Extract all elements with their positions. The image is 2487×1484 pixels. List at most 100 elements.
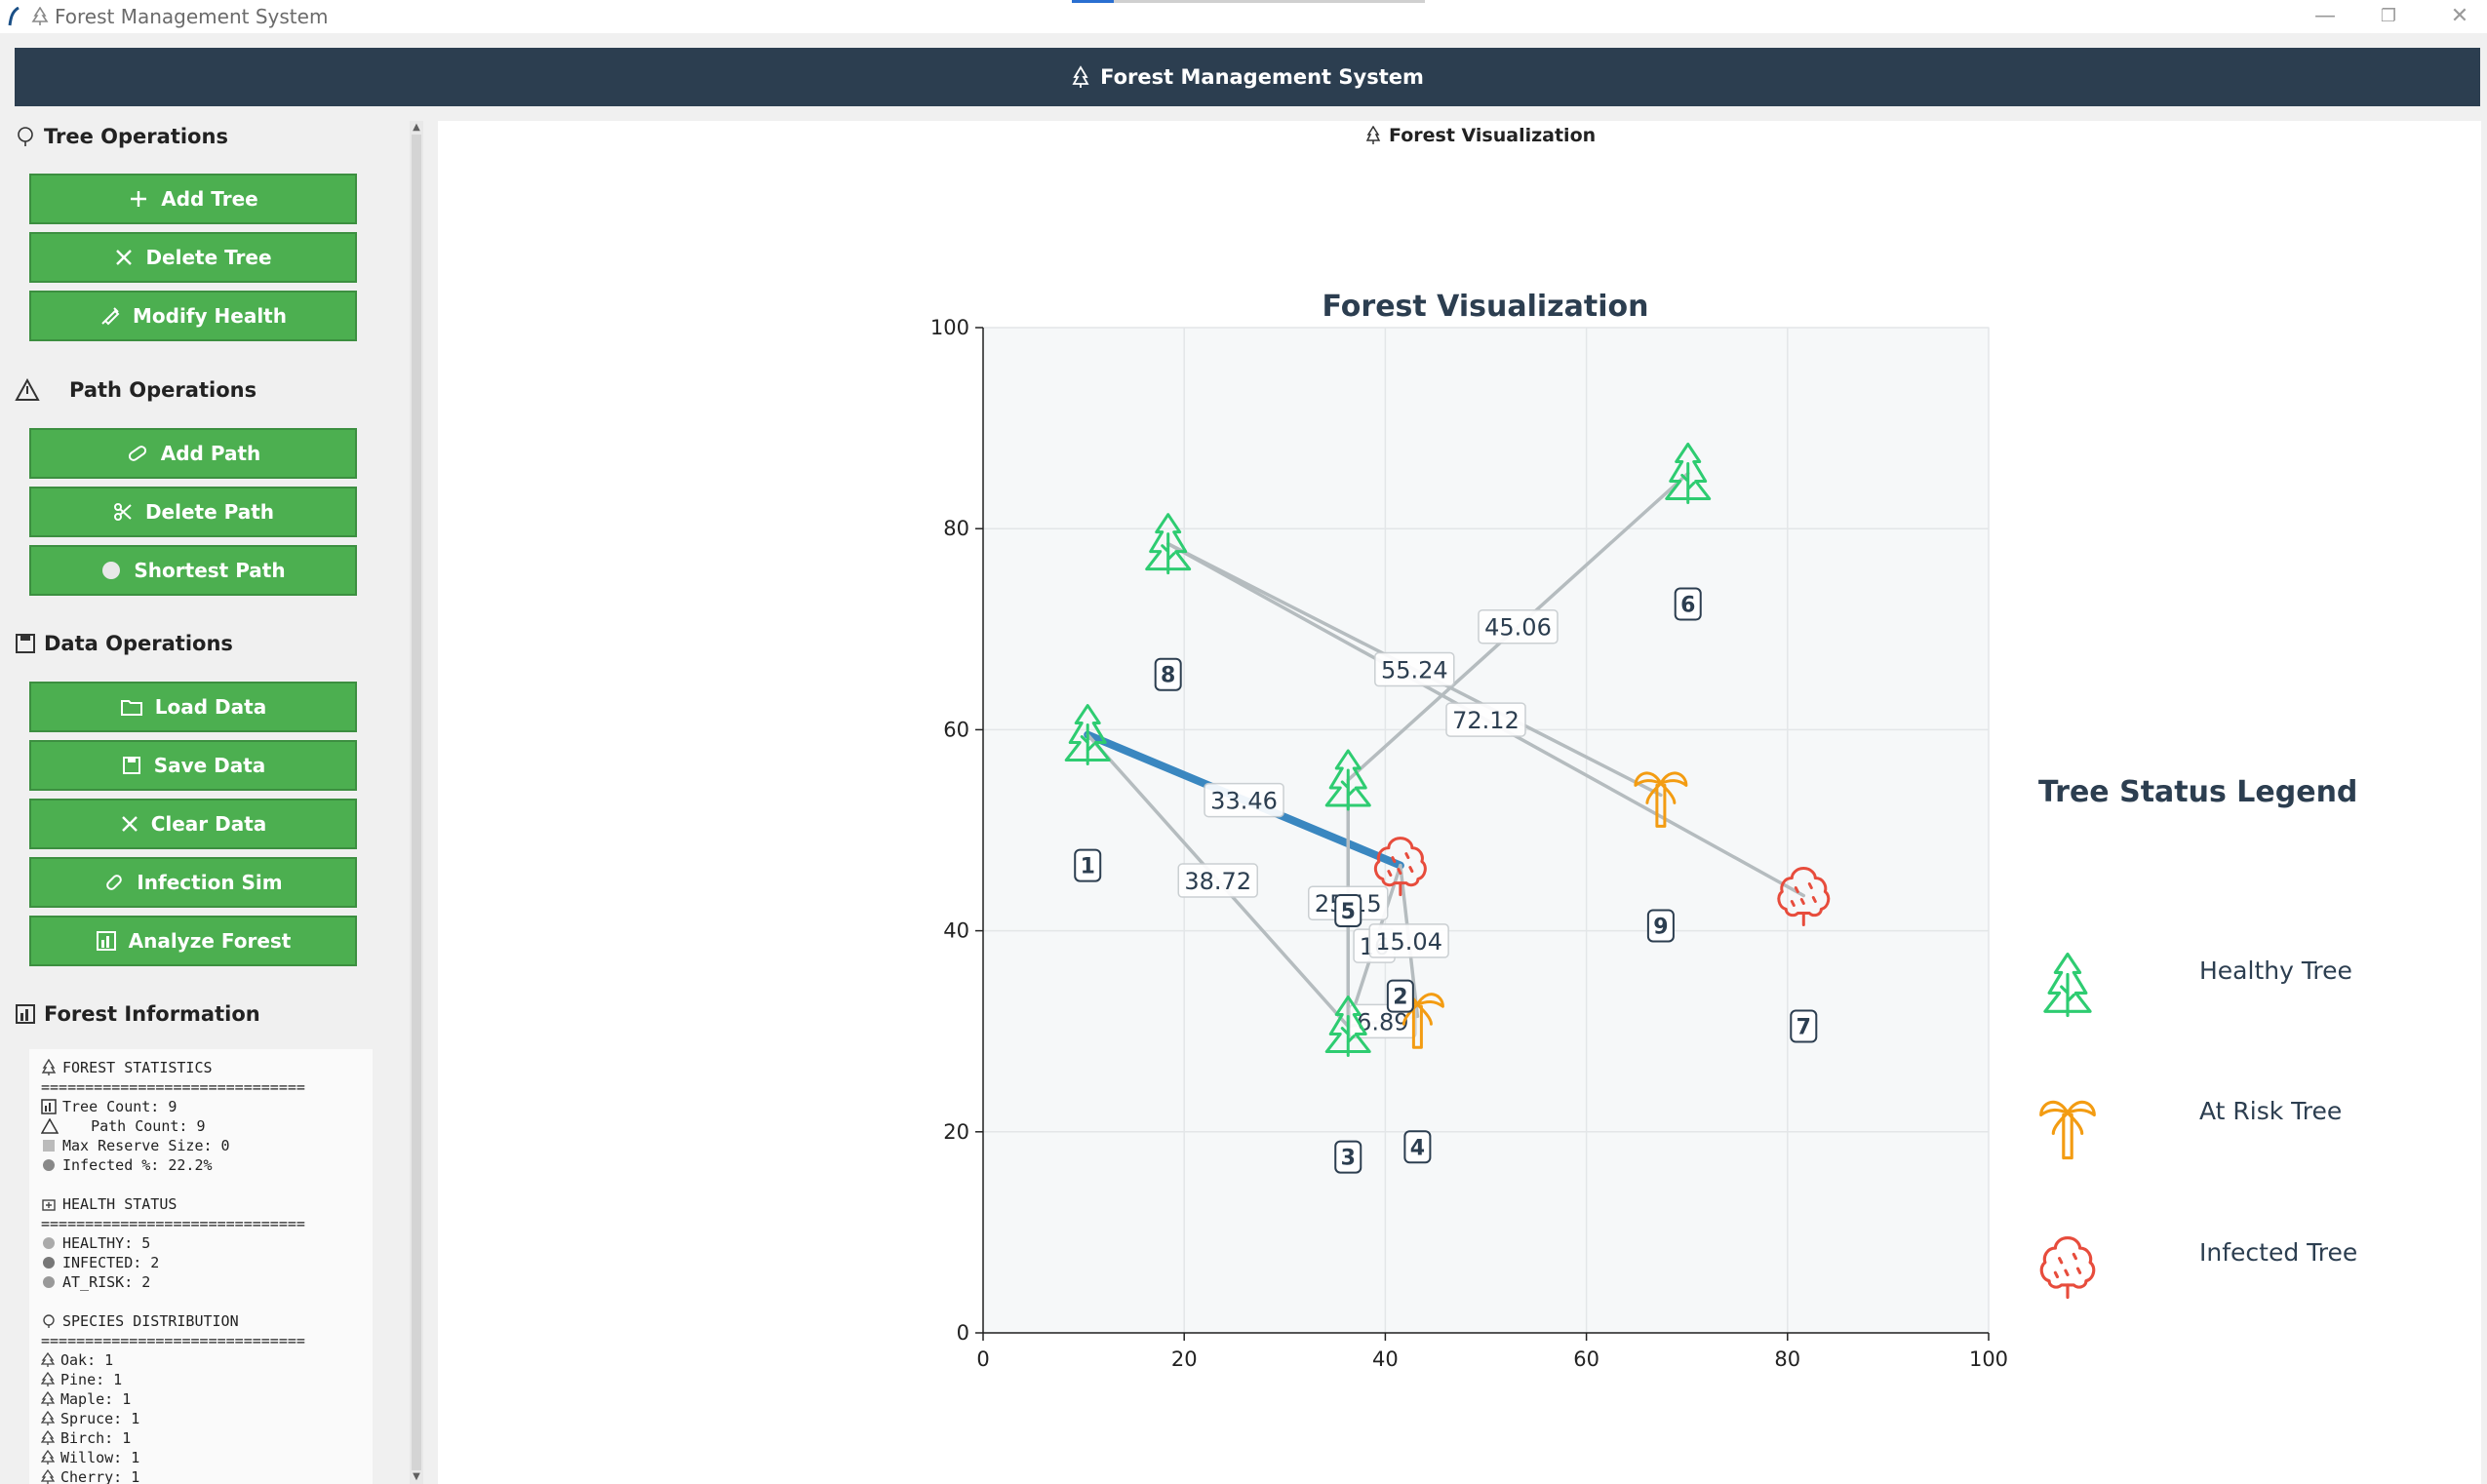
divider-text: ==============================: [41, 1078, 305, 1096]
tree-id-text: 1: [1081, 855, 1095, 879]
bar-chart-icon: [96, 931, 116, 951]
healthy-tree-icon: [2043, 952, 2092, 1018]
modify-health-button[interactable]: Modify Health: [29, 291, 357, 341]
infection-sim-button[interactable]: Infection Sim: [29, 857, 357, 908]
tree-id-label: 8: [1154, 657, 1182, 691]
path-weight-label: 15.04: [1368, 923, 1449, 958]
bar-chart-icon: [16, 1004, 35, 1024]
tree-outline-icon: [43, 1314, 55, 1328]
window-titlebar: Forest Management System — ❐ ✕: [0, 0, 2487, 33]
path-weight-text: 72.12: [1452, 707, 1520, 734]
minimize-button[interactable]: —: [2314, 4, 2336, 28]
chart-title: Forest Visualization: [1322, 290, 1649, 324]
health-heading: HEALTH STATUS: [41, 1195, 177, 1213]
section-title-forest-information: Forest Information: [15, 1002, 260, 1026]
legend-label: Healthy Tree: [2199, 957, 2352, 985]
tree-id-box: [1386, 979, 1414, 1013]
tree-icon: [1072, 65, 1089, 88]
tree-id-label: 9: [1646, 909, 1675, 943]
circle-icon: [102, 562, 121, 579]
window-title: Forest Management System: [55, 5, 329, 28]
infected-tree-icon: [2039, 1236, 2096, 1300]
delete-tree-button[interactable]: Delete Tree: [29, 232, 357, 283]
y-tick-label: 20: [943, 1120, 969, 1144]
plot-area: [982, 327, 1990, 1334]
x-tick-label: 20: [1171, 1347, 1198, 1371]
path-weight-box: [1177, 863, 1258, 898]
tree-id-box: [1674, 587, 1702, 621]
loading-progress: [1072, 0, 1425, 3]
tree-outline-icon: [18, 127, 33, 146]
tree-id-label: 2: [1386, 979, 1414, 1013]
tree-icon: [41, 1059, 57, 1075]
y-tick-label: 80: [943, 517, 969, 540]
tree-id-box: [1403, 1130, 1432, 1164]
infected-tree-icon: [1373, 837, 1427, 897]
species-heading: SPECIES DISTRIBUTION: [41, 1312, 239, 1330]
close-icon: [116, 250, 133, 265]
section-title-data-operations: Data Operations: [15, 632, 233, 655]
tree-id-text: 5: [1341, 900, 1356, 924]
analyze-forest-button[interactable]: Analyze Forest: [29, 916, 357, 966]
tree-id-text: 9: [1653, 915, 1668, 939]
tree-id-box: [1154, 657, 1182, 691]
tree-icon: [41, 1352, 55, 1367]
stats-heading: FOREST STATISTICS: [41, 1059, 213, 1076]
healthy-tree-icon: [1324, 996, 1371, 1058]
tree-id-text: 6: [1680, 594, 1695, 618]
load-data-button[interactable]: Load Data: [29, 682, 357, 732]
plus-icon: [131, 191, 147, 207]
app-header: Forest Management System: [15, 48, 2480, 106]
tree-id-label: 7: [1790, 1009, 1818, 1043]
tree-id-label: 6: [1674, 587, 1702, 621]
tree-icon: [31, 7, 49, 25]
close-icon: [121, 816, 138, 832]
tree-id-text: 4: [1410, 1136, 1425, 1160]
scrollbar-thumb[interactable]: [412, 135, 421, 1470]
infected-percent: Infected %: 22.2%: [41, 1156, 213, 1174]
tree-id-box: [1074, 848, 1102, 882]
path-weight-box: [1478, 608, 1559, 644]
folder-icon: [120, 700, 142, 716]
tree-icon: [41, 1430, 55, 1445]
tree-id-box: [1334, 1140, 1362, 1174]
tree-id-label: 4: [1403, 1130, 1432, 1164]
sidebar-scrollbar[interactable]: ▲ ▼: [410, 121, 423, 1484]
shortest-path-button[interactable]: Shortest Path: [29, 545, 357, 596]
path-weight-box: [1368, 923, 1449, 958]
tree-id-text: 8: [1161, 664, 1175, 688]
scroll-up-arrow[interactable]: ▲: [413, 122, 420, 133]
tree-icon: [1365, 126, 1381, 144]
clear-data-button[interactable]: Clear Data: [29, 799, 357, 849]
add-tree-button[interactable]: Add Tree: [29, 174, 357, 224]
at_risk-tree-icon: [2039, 1100, 2096, 1160]
path-weight-label: 55.24: [1374, 651, 1455, 687]
restore-button[interactable]: ❐: [2380, 6, 2397, 26]
x-tick-label: 100: [1969, 1347, 2008, 1371]
legend-title: Tree Status Legend: [2038, 775, 2357, 809]
floppy-disk-icon: [122, 757, 140, 774]
add-path-button[interactable]: Add Path: [29, 428, 357, 479]
tree-id-label: 3: [1334, 1140, 1362, 1174]
max-reserve-size: Max Reserve Size: 0: [41, 1137, 230, 1154]
scroll-down-arrow[interactable]: ▼: [413, 1471, 420, 1482]
path-weight-text: 15.04: [1375, 928, 1442, 956]
species-item: Cherry: 1: [41, 1468, 139, 1484]
path-weight-box: [1349, 1003, 1417, 1039]
healthy-tree-icon: [1665, 442, 1712, 504]
tree-id-text: 3: [1341, 1147, 1356, 1171]
forest-info-panel: FOREST STATISTICS ======================…: [29, 1049, 373, 1484]
section-title-tree-operations: Tree Operations: [15, 125, 228, 148]
close-button[interactable]: ✕: [2450, 4, 2469, 28]
species-item: Oak: 1: [41, 1351, 113, 1369]
path-weight-text: 33.46: [1210, 788, 1278, 815]
header-title: Forest Management System: [1100, 65, 1424, 89]
legend-label: Infected Tree: [2199, 1238, 2357, 1267]
save-data-button[interactable]: Save Data: [29, 740, 357, 791]
y-tick-label: 40: [943, 919, 969, 943]
delete-path-button[interactable]: Delete Path: [29, 487, 357, 537]
feather-icon: [8, 7, 20, 26]
infected-count: INFECTED: 2: [41, 1254, 159, 1271]
path-weight-text: 38.72: [1184, 868, 1251, 895]
